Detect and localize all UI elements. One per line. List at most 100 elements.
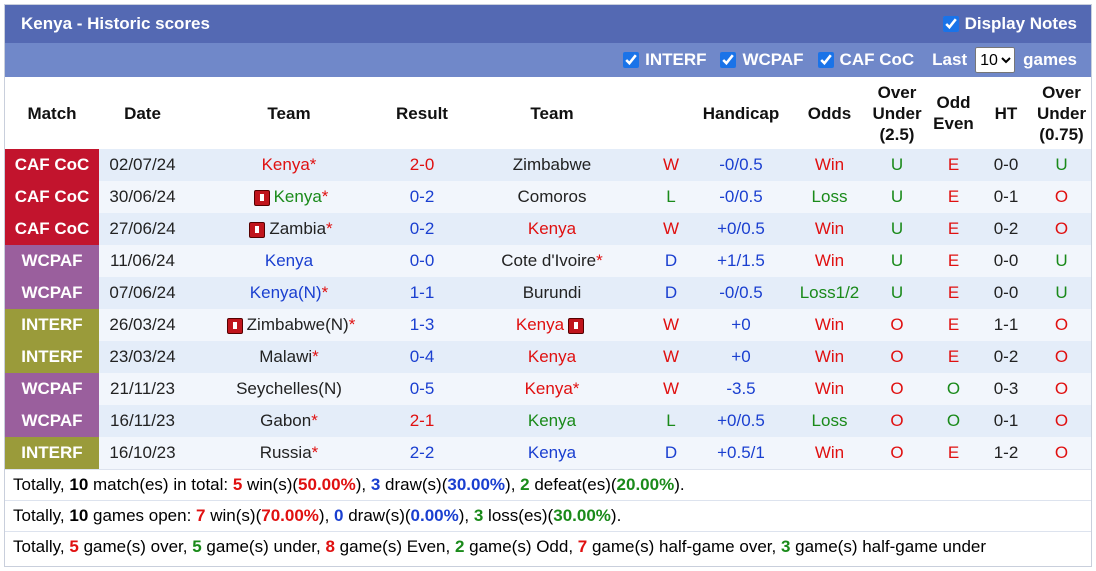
team: Comoros (517, 187, 587, 206)
outcome: W (652, 149, 690, 181)
cell: Zimbabwe (452, 149, 652, 181)
summary-text: 7 (577, 537, 588, 556)
row: INTERF 26/03/24 Zimbabwe(N)* 1-3 Kenya W +0 Win… (5, 309, 1091, 341)
match-badge: WCPAF (5, 277, 99, 309)
date: 30/06/24 (99, 181, 186, 213)
match-badge: INTERF (5, 437, 99, 469)
checkbox[interactable] (623, 52, 640, 68)
checkbox[interactable] (720, 52, 737, 68)
handicap: +0/0.5 (690, 213, 792, 245)
match-badge: INTERF (5, 309, 99, 341)
over-under-075: O (1032, 405, 1091, 437)
summary-text: 10 (69, 506, 89, 525)
odds: Win (792, 213, 867, 245)
date: 26/03/24 (99, 309, 186, 341)
team: Kenya (527, 411, 577, 430)
summary-text: 5 (69, 537, 79, 556)
filter-bar: INTERF WCPAF CAF CoC Last 10 games (5, 43, 1091, 77)
summary-text: match(es) in total: (88, 475, 233, 494)
over-under-075: U (1032, 277, 1091, 309)
odd-even: E (927, 149, 980, 181)
panel: Kenya - Historic scores Display Notes IN… (4, 4, 1092, 567)
odds: Win (792, 245, 867, 277)
summary-text: defeat(es)( (529, 475, 617, 494)
summary-text: game(s) half-game over, (587, 537, 781, 556)
col-header: Odd Even (933, 93, 974, 133)
cell: Kenya (186, 245, 392, 277)
odd-even: O (927, 373, 980, 405)
date: 02/07/24 (99, 149, 186, 181)
cell: Kenya* (186, 181, 392, 213)
team: Kenya (515, 315, 565, 334)
match-badge: WCPAF (5, 405, 99, 437)
result: 0-5 (409, 379, 435, 398)
cell: Kenya (452, 437, 652, 469)
last-select[interactable]: 10 (975, 47, 1016, 73)
summary-line: Totally, 10 games open: 7 win(s)(70.00%)… (5, 500, 1091, 531)
checkbox[interactable] (817, 52, 834, 68)
summary-text: 3 (370, 475, 381, 494)
summary-text: ), (318, 506, 335, 525)
team: Zambia* (269, 219, 333, 238)
summary-text: 8 (325, 537, 335, 556)
team: Kenya* (261, 155, 317, 174)
date: 07/06/24 (99, 277, 186, 309)
cell: Kenya (452, 213, 652, 245)
cell: Kenya (452, 405, 652, 437)
display-notes[interactable]: Display Notes (942, 14, 1077, 34)
match-badge: WCPAF (5, 373, 99, 405)
filter[interactable]: INTERF (623, 50, 706, 70)
over-under: O (867, 309, 927, 341)
outcome: L (652, 181, 690, 213)
filter[interactable]: WCPAF (720, 50, 804, 70)
col-header: Date (124, 103, 161, 123)
outcome: W (652, 213, 690, 245)
summary-text: draw(s)( (380, 475, 448, 494)
col-header: HT (994, 103, 1018, 123)
cell: 1-3 (392, 309, 452, 341)
team: Seychelles(N) (236, 379, 342, 398)
cell: Malawi* (186, 341, 392, 373)
odd-even: E (927, 437, 980, 469)
row: CAF CoC 27/06/24 Zambia* 0-2 Kenya W +0/0.5 Win… (5, 213, 1091, 245)
odd-even: E (927, 181, 980, 213)
col-header: Odds (807, 103, 852, 123)
result: 0-0 (409, 251, 435, 270)
cell: Cote d'Ivoire* (452, 245, 652, 277)
col-header: Handicap (702, 103, 780, 123)
summary-text: ), (458, 506, 474, 525)
result: 0-4 (409, 347, 435, 366)
summary-text: 30.00% (447, 475, 506, 494)
last-label: Last (932, 50, 968, 69)
half-time: 0-0 (980, 149, 1032, 181)
summary-text: 5 (192, 537, 202, 556)
summary-text: win(s)( (205, 506, 262, 525)
cell: Seychelles(N) (186, 373, 392, 405)
outcome: D (652, 437, 690, 469)
outcome: W (652, 373, 690, 405)
over-under-075: U (1032, 245, 1091, 277)
cell: Kenya (452, 341, 652, 373)
odd-even: E (927, 341, 980, 373)
summary-text: ). (610, 506, 622, 525)
over-under-075: O (1032, 213, 1091, 245)
odds: Loss1/2 (792, 277, 867, 309)
odds: Loss (792, 405, 867, 437)
col-header: Match (27, 103, 77, 123)
match-badge: CAF CoC (5, 181, 99, 213)
checkbox[interactable] (942, 16, 959, 32)
over-under-075: O (1032, 309, 1091, 341)
row: INTERF 23/03/24 Malawi* 0-4 Kenya W +0 Win O E 0-2… (5, 341, 1091, 373)
match-badge: INTERF (5, 341, 99, 373)
col-header: Over Under (0.75) (1036, 82, 1087, 144)
over-under: O (867, 405, 927, 437)
cell: Kenya* (186, 149, 392, 181)
over-under: U (867, 245, 927, 277)
title-bar: Kenya - Historic scores Display Notes (5, 5, 1091, 43)
filter[interactable]: CAF CoC (817, 50, 914, 70)
handicap: +1/1.5 (690, 245, 792, 277)
cell: 2-1 (392, 405, 452, 437)
red-card (253, 189, 270, 206)
over-under-075: O (1032, 373, 1091, 405)
